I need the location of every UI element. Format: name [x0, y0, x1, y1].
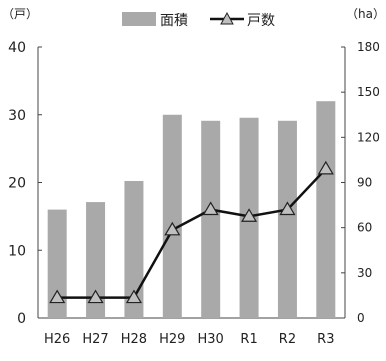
left-tick-label: 40 — [8, 40, 26, 56]
bar-H28 — [124, 180, 144, 318]
left-tick-label: 10 — [8, 243, 26, 259]
point-R1 — [241, 208, 258, 222]
left-axis-unit: （戸） — [2, 7, 38, 21]
tick-labels: 0 10 20 30 40 0 30 60 90 120 150 180 H26 H27 H28 H29 H30… — [2, 7, 385, 347]
line-path — [57, 168, 327, 299]
right-tick-label: 120 — [357, 130, 380, 144]
left-tick-label: 0 — [17, 311, 26, 327]
bar-H29 — [162, 114, 182, 318]
bar-H26 — [47, 209, 67, 318]
axes — [37, 46, 346, 319]
x-tick-label: H30 — [198, 332, 224, 347]
bar-R3 — [316, 101, 336, 318]
right-tick-label: 30 — [357, 266, 372, 280]
x-tick-label: R2 — [279, 332, 296, 347]
point-H30 — [202, 201, 219, 216]
point-H28 — [125, 289, 142, 304]
legend-marker — [220, 11, 234, 25]
point-R3 — [317, 160, 334, 175]
legend-label-bar: 面積 — [160, 13, 188, 29]
legend-swatch-bar — [122, 12, 156, 26]
bar-H27 — [86, 202, 106, 318]
x-tick-label: H29 — [159, 332, 185, 347]
line-series — [49, 160, 334, 304]
point-R2 — [279, 201, 296, 216]
x-tick-label: H28 — [121, 332, 147, 347]
bar-series — [47, 101, 336, 319]
right-tick-label: 0 — [357, 311, 365, 325]
left-tick-label: 20 — [8, 176, 26, 192]
legend: 面積 戸数 — [122, 11, 275, 29]
x-tick-label: R1 — [240, 332, 257, 347]
right-tick-label: 60 — [357, 221, 372, 235]
right-tick-label: 150 — [357, 85, 380, 99]
right-tick-label: 180 — [357, 40, 380, 54]
right-tick-label: 90 — [357, 176, 372, 190]
bar-H30 — [201, 120, 221, 319]
x-tick-label: H26 — [44, 332, 70, 347]
right-axis-unit: （ha） — [346, 7, 385, 21]
point-H27 — [87, 289, 104, 304]
legend-label-line: 戸数 — [247, 13, 275, 29]
point-H29 — [164, 221, 181, 236]
left-tick-label: 30 — [8, 108, 26, 124]
x-tick-label: R3 — [317, 332, 334, 347]
bar-R2 — [277, 120, 297, 319]
point-H26 — [49, 289, 66, 304]
x-tick-label: H27 — [82, 332, 108, 347]
